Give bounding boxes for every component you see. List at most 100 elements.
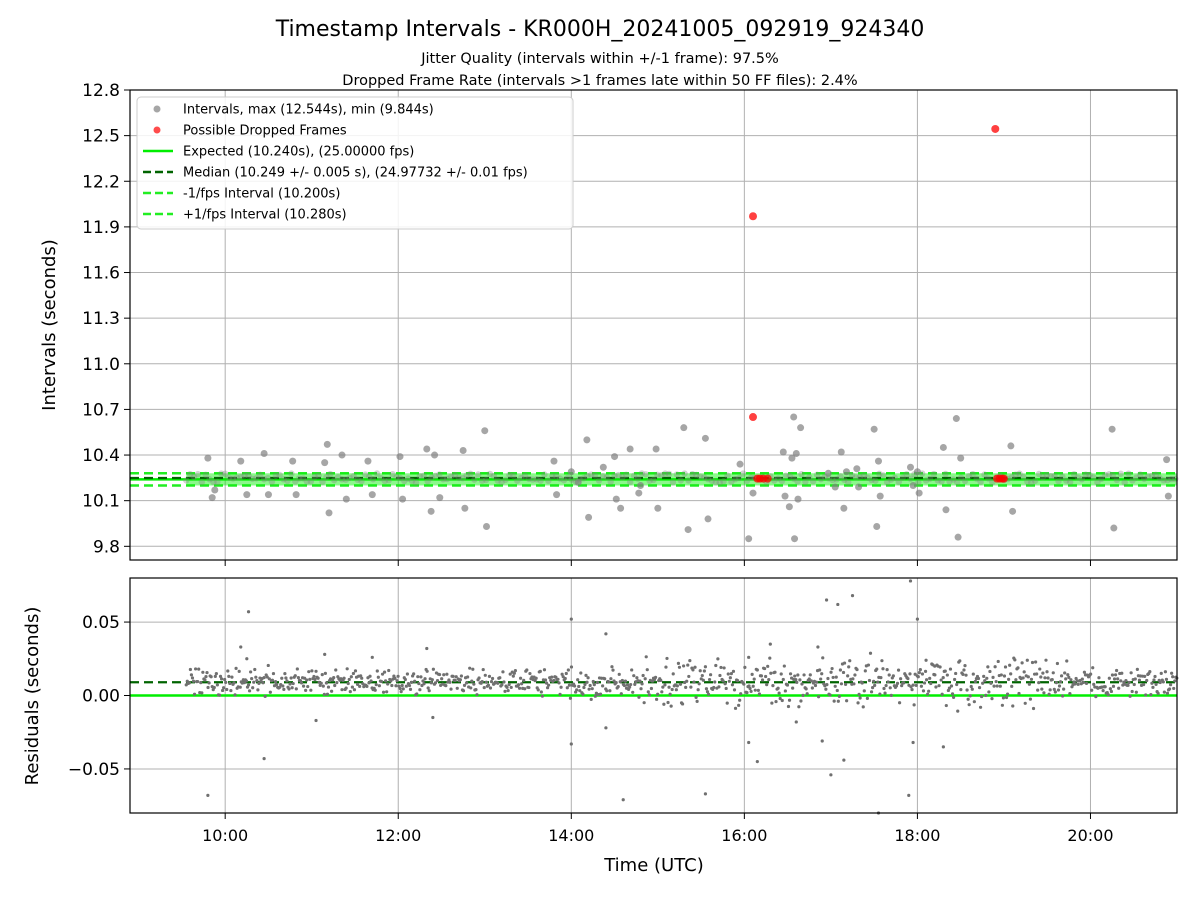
interval-band-point (315, 472, 322, 479)
residual-point (912, 703, 916, 707)
residual-point (753, 688, 757, 692)
residual-point (737, 703, 741, 707)
interval-band-point (930, 470, 938, 478)
interval-point (837, 448, 845, 456)
intervals-ytick-label: 12.5 (82, 127, 120, 147)
interval-point (481, 427, 489, 435)
residual-point (536, 688, 540, 692)
residual-point (1120, 671, 1124, 675)
residual-point (408, 687, 413, 691)
residual-point (431, 667, 435, 671)
residual-point (870, 686, 875, 690)
residual-point (605, 689, 609, 693)
residual-point (1051, 671, 1055, 675)
interval-band-point (809, 477, 817, 485)
interval-point (292, 491, 300, 499)
residual-point (876, 680, 880, 684)
interval-band-point (841, 476, 848, 484)
residual-point (306, 684, 310, 689)
residual-point (1031, 706, 1036, 711)
residual-point (516, 683, 521, 687)
interval-band-point (887, 476, 895, 483)
residual-point (407, 683, 412, 688)
residual-point (1156, 691, 1160, 695)
residual-outlier-point (245, 657, 249, 661)
residual-point (557, 681, 561, 685)
interval-band-point (408, 477, 416, 485)
interval-band-point (549, 473, 556, 480)
residual-point (525, 668, 529, 672)
residual-point (228, 681, 232, 686)
residual-point (405, 672, 410, 676)
residual-point (438, 672, 442, 677)
interval-band-point (299, 475, 307, 482)
interval-band-point (580, 475, 587, 482)
residual-point (567, 683, 571, 687)
interval-band-point (926, 475, 934, 482)
residual-point (578, 689, 582, 693)
residual-point (947, 686, 952, 690)
interval-point (942, 506, 950, 514)
residual-point (430, 678, 434, 682)
residual-point (1042, 691, 1046, 695)
interval-band-point (268, 478, 276, 485)
residual-point (984, 693, 988, 697)
residual-point (943, 669, 947, 673)
residual-point (342, 676, 346, 680)
interval-point (364, 457, 372, 465)
residual-point (691, 668, 695, 672)
interval-point (909, 481, 917, 489)
residual-point (940, 692, 944, 696)
interval-point (611, 453, 619, 461)
residual-point (1013, 658, 1017, 662)
interval-point (794, 495, 802, 503)
interval-band-point (218, 470, 225, 477)
residual-point (826, 676, 830, 681)
interval-band-point (233, 474, 241, 481)
residual-point (482, 685, 486, 690)
residual-point (956, 709, 960, 713)
residual-point (1109, 689, 1114, 694)
interval-band-point (1043, 471, 1050, 479)
residual-point (848, 659, 852, 663)
residual-point (889, 693, 893, 697)
dropped-frame-point (749, 212, 758, 221)
interval-band-point (786, 472, 793, 479)
interval-band-point (782, 472, 790, 479)
residual-point (575, 688, 579, 692)
residual-point (837, 694, 841, 698)
residual-point (686, 663, 690, 667)
residual-point (919, 684, 923, 688)
residual-point (703, 665, 708, 669)
residual-point (1133, 677, 1137, 681)
interval-band-point (331, 476, 338, 484)
residual-point (660, 690, 664, 694)
residual-point (283, 672, 287, 676)
interval-point (957, 454, 965, 462)
residual-point (252, 680, 256, 684)
interval-point (873, 523, 881, 531)
residual-point (899, 677, 903, 681)
residual-outlier-point (703, 792, 708, 796)
residual-point (908, 672, 912, 676)
residual-point (900, 684, 904, 688)
residual-point (750, 672, 754, 676)
interval-band-point (537, 477, 544, 484)
intervals-ytick-label: 10.4 (82, 446, 120, 466)
residual-point (559, 685, 563, 689)
residual-point (867, 678, 872, 683)
residual-point (700, 673, 704, 678)
residual-outlier-point (604, 632, 608, 636)
residual-point (828, 693, 832, 697)
residual-point (937, 684, 941, 688)
residual-point (538, 669, 542, 673)
residual-point (201, 670, 205, 674)
residual-point (637, 695, 641, 699)
residual-point (669, 704, 673, 708)
residual-point (647, 693, 651, 697)
residual-point (862, 689, 866, 693)
residual-point (831, 675, 835, 680)
residual-point (769, 671, 773, 675)
residuals-ytick-label: −0.05 (68, 760, 120, 780)
residual-point (816, 695, 821, 699)
